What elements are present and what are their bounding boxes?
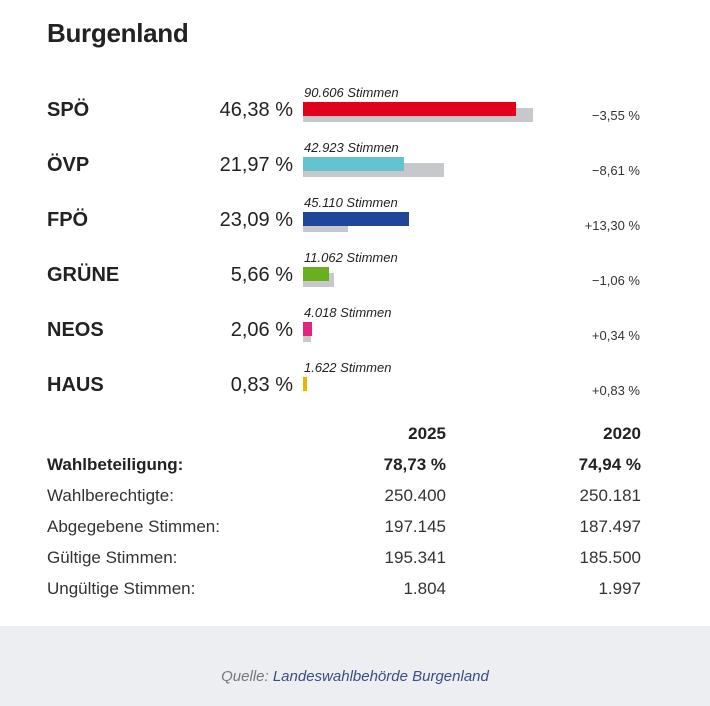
value-2020: 185.500 — [579, 548, 641, 567]
value-2025: 195.341 — [384, 548, 446, 567]
party-row: FPÖ 23,09 % 45.110 Stimmen +13,30 % — [0, 195, 710, 250]
bar-current-election — [303, 322, 313, 336]
votes-label: 45.110 Stimmen — [304, 195, 398, 210]
votes-label: 42.923 Stimmen — [304, 140, 399, 155]
source-line: Quelle: Landeswahlbehörde Burgenland — [0, 668, 710, 685]
table-header-row: 2025 2020 — [47, 420, 641, 451]
change-label: +0,34 % — [591, 328, 640, 343]
table-row: Abgegebene Stimmen: 197.145 187.497 — [47, 513, 641, 544]
row-label: Abgegebene Stimmen: — [47, 517, 220, 536]
source-link[interactable]: Landeswahlbehörde Burgenland — [272, 668, 489, 685]
row-label: Wahlberechtigte: — [47, 486, 174, 505]
party-percentage: 5,66 % — [230, 264, 293, 286]
row-label: Ungültige Stimmen: — [47, 579, 196, 598]
party-percentage: 2,06 % — [230, 319, 293, 341]
party-percentage: 46,38 % — [219, 99, 293, 121]
party-name: FPÖ — [47, 209, 89, 231]
bar-current-election — [303, 377, 307, 391]
year-2020-header: 2020 — [603, 424, 641, 443]
party-name: HAUS — [47, 374, 104, 396]
change-label: −3,55 % — [591, 108, 640, 123]
votes-label: 90.606 Stimmen — [304, 85, 399, 100]
chart-title: Burgenland — [47, 18, 189, 48]
change-label: +0,83 % — [591, 383, 640, 398]
source-prefix: Quelle: — [221, 668, 273, 685]
votes-label: 11.062 Stimmen — [304, 250, 398, 265]
party-row: HAUS 0,83 % 1.622 Stimmen +0,83 % — [0, 360, 710, 415]
value-2020: 187.497 — [579, 517, 641, 536]
party-percentage: 23,09 % — [219, 209, 293, 231]
table-row: Ungültige Stimmen: 1.804 1.997 — [47, 575, 641, 606]
value-2020: 1.997 — [598, 579, 641, 598]
party-row: ÖVP 21,97 % 42.923 Stimmen −8,61 % — [0, 140, 710, 195]
table-row: Wahlbeteiligung: 78,73 % 74,94 % — [47, 451, 641, 482]
row-label: Gültige Stimmen: — [47, 548, 178, 567]
party-row: NEOS 2,06 % 4.018 Stimmen +0,34 % — [0, 305, 710, 360]
year-2025-header: 2025 — [408, 424, 446, 443]
party-name: ÖVP — [47, 154, 90, 176]
votes-label: 4.018 Stimmen — [304, 305, 392, 320]
bar-current-election — [303, 102, 517, 116]
bar-current-election — [303, 212, 410, 226]
party-name: SPÖ — [47, 99, 90, 121]
bar-current-election — [303, 267, 330, 281]
table-row: Wahlberechtigte: 250.400 250.181 — [47, 482, 641, 513]
value-2025: 1.804 — [403, 579, 446, 598]
party-row: GRÜNE 5,66 % 11.062 Stimmen −1,06 % — [0, 250, 710, 305]
votes-label: 1.622 Stimmen — [304, 360, 392, 375]
bar-current-election — [303, 157, 405, 171]
party-percentage: 0,83 % — [230, 374, 293, 396]
value-2025: 197.145 — [384, 517, 446, 536]
table-row: Gültige Stimmen: 195.341 185.500 — [47, 544, 641, 575]
party-name: NEOS — [47, 319, 104, 341]
value-2025: 250.400 — [384, 486, 446, 505]
change-label: −8,61 % — [591, 163, 640, 178]
party-percentage: 21,97 % — [219, 154, 293, 176]
value-2020: 250.181 — [579, 486, 641, 505]
party-name: GRÜNE — [47, 264, 120, 286]
turnout-table: 2025 2020 Wahlbeteiligung: 78,73 % 74,94… — [47, 420, 641, 606]
row-label: Wahlbeteiligung: — [47, 455, 184, 474]
change-label: −1,06 % — [591, 273, 640, 288]
change-label: +13,30 % — [584, 218, 640, 233]
party-row: SPÖ 46,38 % 90.606 Stimmen −3,55 % — [0, 85, 710, 140]
source-footer: Quelle: Landeswahlbehörde Burgenland — [0, 626, 710, 706]
value-2025: 78,73 % — [383, 455, 446, 474]
value-2020: 74,94 % — [578, 455, 641, 474]
